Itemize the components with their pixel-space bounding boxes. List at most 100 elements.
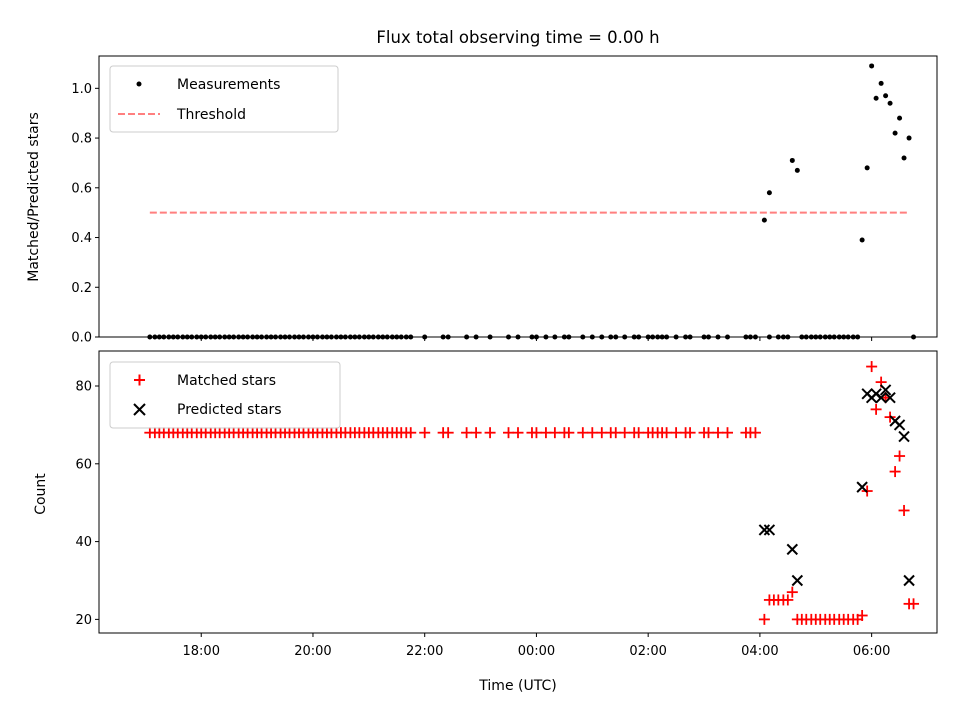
matched-star-point xyxy=(749,427,761,439)
matched-star-point xyxy=(442,427,454,439)
predicted-star-stroke-b xyxy=(758,524,771,536)
measurement-point xyxy=(873,95,879,101)
bottom-y-tick-label: 40 xyxy=(75,535,92,550)
bottom-y-axis-label: Count xyxy=(33,473,49,515)
top-y-tick-label: 0.8 xyxy=(71,132,92,147)
measurement-point xyxy=(789,157,795,163)
top-panel: 0.0 0.2 0.4 0.6 0.8 1.0 Matched/Predicted sta… xyxy=(26,55,938,346)
bottom-plot-frame xyxy=(98,350,938,634)
top-y-tick-label: 1.0 xyxy=(71,82,92,97)
predicted-star-stroke-b xyxy=(879,384,892,396)
matched-star-point xyxy=(530,427,542,439)
matched-star-point xyxy=(503,427,515,439)
legend-predicted-label: Predicted stars xyxy=(177,402,282,418)
predicted-star-point xyxy=(879,384,892,396)
top-y-ticks: 0.0 0.2 0.4 0.6 0.8 1.0 xyxy=(71,82,99,346)
bottom-panel: 20 40 60 80 18:00 20:00 22:00 00:00 02:00 04:00 0… xyxy=(33,350,938,694)
bottom-legend-box xyxy=(109,361,341,429)
matched-star-point xyxy=(866,361,878,373)
legend-measurements-marker xyxy=(136,81,142,87)
legend-predicted-marker xyxy=(133,403,146,416)
matched-star-point xyxy=(549,427,561,439)
matched-star-point xyxy=(405,427,417,439)
matched-star-point xyxy=(577,427,589,439)
bottom-x-ticks: 18:00 20:00 22:00 00:00 02:00 04:00 06:00 xyxy=(183,633,890,659)
measurement-point xyxy=(864,165,870,171)
matched-star-point xyxy=(889,466,901,478)
bottom-data-marks xyxy=(144,361,920,625)
matched-star-point xyxy=(712,427,724,439)
legend-matched-marker xyxy=(134,374,145,386)
predicted-star-stroke-b xyxy=(893,419,906,431)
measurement-point xyxy=(794,167,800,173)
bottom-x-tick-label: 00:00 xyxy=(518,644,555,659)
bottom-y-ticks: 20 40 60 80 xyxy=(75,380,99,628)
predicted-star-point xyxy=(791,574,804,587)
matched-star-point xyxy=(619,427,631,439)
matched-star-point xyxy=(419,427,431,439)
matched-star-point xyxy=(670,427,682,439)
measurement-point xyxy=(897,115,903,121)
bottom-x-tick-label: 20:00 xyxy=(294,644,331,659)
bottom-x-tick-label: 18:00 xyxy=(183,644,220,659)
matched-star-point xyxy=(633,427,645,439)
top-y-tick-label: 0.4 xyxy=(71,231,92,246)
top-y-tick-label: 0.0 xyxy=(71,331,92,346)
matched-star-point xyxy=(898,504,910,516)
measurement-point xyxy=(766,190,772,196)
measurement-point xyxy=(906,135,912,141)
measurement-point xyxy=(859,237,865,243)
bottom-y-tick-label: 20 xyxy=(75,613,92,628)
predicted-star-point xyxy=(786,543,799,556)
matched-star-point xyxy=(470,427,482,439)
matched-star-point xyxy=(563,427,575,439)
predicted-star-stroke-b xyxy=(884,391,896,404)
measurement-point xyxy=(878,80,884,86)
top-legend-box xyxy=(109,65,339,133)
predicted-star-point xyxy=(856,481,868,493)
predicted-star-stroke-b xyxy=(898,430,910,443)
measurement-point xyxy=(883,93,889,99)
predicted-star-point xyxy=(893,419,906,431)
matched-star-point xyxy=(461,427,473,439)
matched-star-point xyxy=(512,427,524,439)
matched-star-point xyxy=(908,598,920,610)
measurement-point xyxy=(761,217,767,223)
matched-star-point xyxy=(703,427,715,439)
bottom-x-tick-label: 04:00 xyxy=(741,644,778,659)
bottom-x-tick-label: 06:00 xyxy=(853,644,890,659)
bottom-y-tick-label: 60 xyxy=(75,457,92,472)
matched-star-point xyxy=(586,427,598,439)
measurement-point xyxy=(887,100,893,106)
predicted-star-point xyxy=(898,430,910,443)
predicted-star-stroke-b xyxy=(856,481,868,493)
matched-star-point xyxy=(894,450,906,462)
measurement-point xyxy=(869,63,875,69)
matched-star-point xyxy=(661,427,673,439)
chart-title: Flux total observing time = 0.00 h xyxy=(376,28,659,47)
predicted-star-stroke-b xyxy=(791,574,804,587)
bottom-x-tick-label: 02:00 xyxy=(629,644,666,659)
top-plot-frame xyxy=(98,55,938,338)
predicted-star-point xyxy=(758,524,771,536)
legend-measurements-label: Measurements xyxy=(177,77,280,93)
predicted-star-stroke-b xyxy=(786,543,799,556)
predicted-star-stroke-b xyxy=(903,574,915,587)
bottom-y-tick-label: 80 xyxy=(75,380,92,395)
top-y-tick-label: 0.2 xyxy=(71,281,92,296)
matched-star-point xyxy=(758,613,770,625)
matched-star-point xyxy=(786,586,798,598)
top-y-axis-label: Matched/Predicted stars xyxy=(26,112,42,282)
predicted-star-point xyxy=(884,391,896,404)
bottom-x-tick-label: 22:00 xyxy=(406,644,443,659)
predicted-star-stroke-b xyxy=(875,391,887,404)
legend-threshold-label: Threshold xyxy=(176,107,246,123)
top-y-tick-label: 0.6 xyxy=(71,181,92,196)
matched-star-point xyxy=(856,609,868,621)
matched-star-point xyxy=(484,427,496,439)
matched-star-point xyxy=(870,403,882,415)
bottom-legend: Matched stars Predicted stars xyxy=(109,361,341,429)
measurement-point xyxy=(901,155,907,161)
top-legend: Measurements Threshold xyxy=(109,65,339,133)
